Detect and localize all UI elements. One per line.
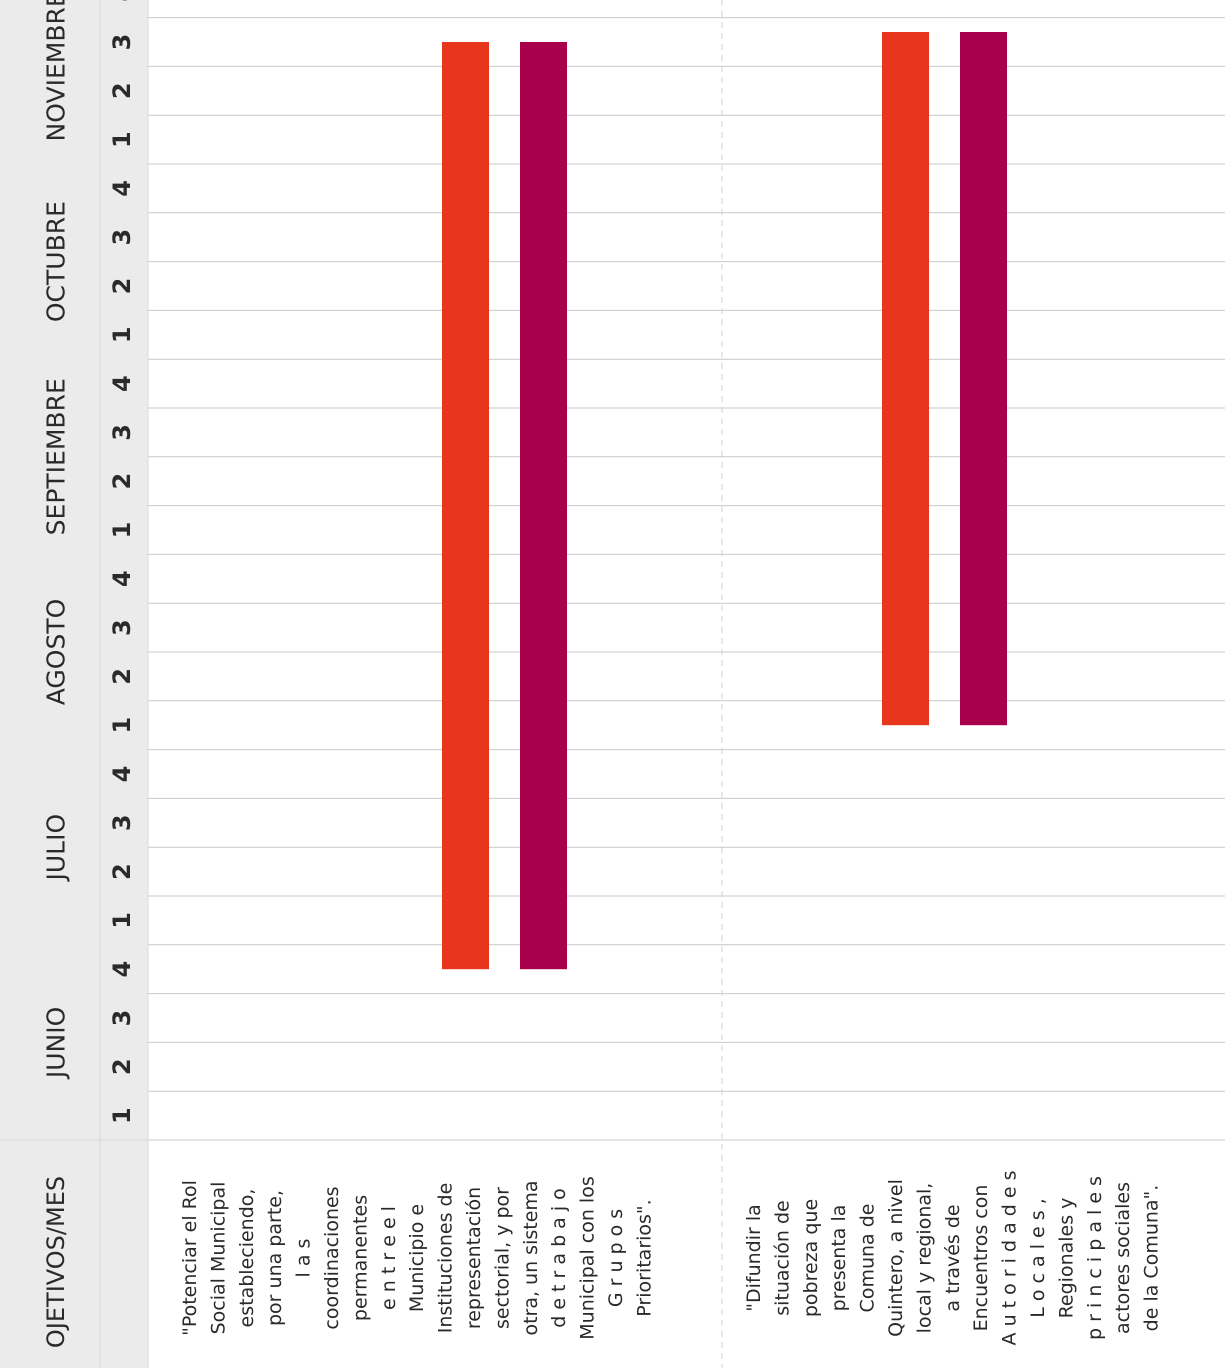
- objective-text-line: estableciendo,: [236, 1189, 258, 1328]
- week-label: 1: [108, 326, 136, 343]
- week-label: 3: [108, 1010, 136, 1027]
- week-label: 4: [108, 570, 136, 587]
- objective-text-line: d e t r a b a j o: [548, 1188, 570, 1328]
- week-label: 4: [108, 0, 136, 2]
- header-objetivos-mes: OJETIVOS/MES: [42, 1176, 70, 1348]
- objective-text-line: Instituciones de: [435, 1183, 457, 1334]
- objective-text-line: l a s: [293, 1239, 315, 1278]
- gantt-bar-objective-2-2: [960, 32, 1007, 726]
- objective-text-line: Social Municipal: [207, 1182, 229, 1335]
- week-label: 3: [108, 619, 136, 636]
- week-label: 4: [108, 961, 136, 978]
- objective-text-line: otra, un sistema: [520, 1180, 542, 1335]
- week-label: 2: [108, 1058, 136, 1075]
- month-label: SEPTIEMBRE: [42, 378, 71, 535]
- objective-text-line: Quintero, a nivel: [885, 1179, 907, 1337]
- objective-text-line: permanentes: [349, 1195, 371, 1321]
- header-labels: JUNIO 1 2 3 4 JULIO 1 2 3 4 AGOSTO 1 2 3 4 SEPTIEMBRE 1 2…: [42, 0, 137, 1348]
- week-label: 3: [108, 34, 136, 51]
- week-label: 1: [108, 1107, 136, 1124]
- objective-text-line: representación: [463, 1187, 485, 1329]
- week-label: 4: [108, 766, 136, 783]
- objective-text-line: Comuna de: [857, 1204, 879, 1313]
- month-label: JULIO: [42, 814, 71, 883]
- week-label: 1: [108, 912, 136, 929]
- week-label: 2: [108, 668, 136, 685]
- objective-text-line: por una parte,: [264, 1190, 286, 1326]
- week-label: 3: [108, 814, 136, 831]
- week-label: 4: [108, 180, 136, 197]
- objectives-text: "Potenciar el Rol Social Municipal estable…: [179, 1171, 1163, 1346]
- objective-text-line: Municipio e: [406, 1204, 428, 1312]
- objective-2: "Difundir la situación de pobreza que prese…: [743, 1171, 1163, 1346]
- objective-text-line: G r u p o s: [605, 1209, 627, 1307]
- gantt-bar-objective-2-1: [882, 32, 929, 726]
- week-label: 2: [108, 82, 136, 99]
- month-label: JUNIO: [42, 1007, 71, 1080]
- gantt-bar-objective-1-2: [520, 42, 567, 970]
- objective-text-line: A u t o r i d a d e s: [999, 1171, 1021, 1346]
- objective-text-line: Prioritarios".: [633, 1199, 655, 1316]
- objective-text-line: "Difundir la: [743, 1204, 765, 1312]
- objective-text-line: Regionales y: [1055, 1198, 1077, 1319]
- objective-text-line: Encuentros con: [970, 1185, 992, 1332]
- week-label: 4: [108, 375, 136, 392]
- objective-text-line: Municipal con los: [577, 1176, 599, 1339]
- objective-text-line: de la Comuna".: [1141, 1185, 1163, 1332]
- objective-text-line: situación de: [771, 1200, 793, 1316]
- objective-text-line: presenta la: [828, 1205, 850, 1312]
- objective-text-line: p r i n c i p a l e s: [1084, 1176, 1106, 1340]
- week-label: 1: [108, 522, 136, 539]
- objective-text-line: "Potenciar el Rol: [179, 1180, 201, 1336]
- week-label: 3: [108, 229, 136, 246]
- objective-text-line: coordinaciones: [321, 1186, 343, 1329]
- objective-text-line: pobreza que: [800, 1199, 822, 1317]
- week-label: 1: [108, 717, 136, 734]
- objective-text-line: e n t r e e l: [378, 1206, 400, 1310]
- month-label: AGOSTO: [42, 599, 71, 706]
- gantt-bars: [442, 32, 1007, 970]
- objective-text-line: L o c a l e s ,: [1027, 1198, 1049, 1317]
- week-label: 1: [108, 131, 136, 148]
- week-label: 2: [108, 863, 136, 880]
- gantt-bar-objective-1-1: [442, 42, 489, 970]
- month-label: NOVIEMBRE: [42, 0, 71, 141]
- objective-1: "Potenciar el Rol Social Municipal estable…: [179, 1176, 655, 1339]
- objective-text-line: sectorial, y por: [491, 1187, 513, 1329]
- objective-text-line: actores sociales: [1112, 1182, 1134, 1334]
- objective-text-line: local y regional,: [913, 1183, 935, 1334]
- month-label: OCTUBRE: [42, 201, 71, 322]
- week-label: 3: [108, 424, 136, 441]
- objective-text-line: a través de: [942, 1204, 964, 1311]
- week-label: 2: [108, 473, 136, 490]
- week-label: 2: [108, 278, 136, 295]
